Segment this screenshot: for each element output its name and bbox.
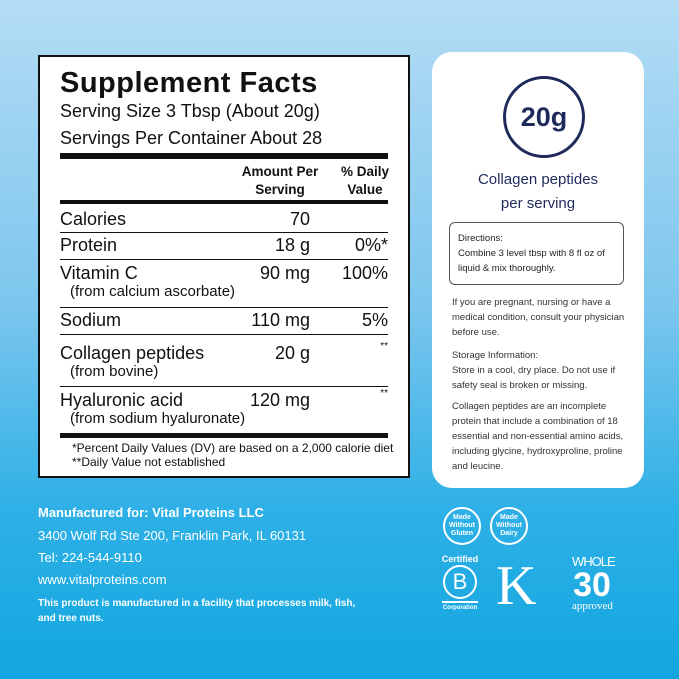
info-card: 20g Collagen peptides per serving Directi… [432, 52, 644, 488]
collagen-amount-badge: 20g [503, 76, 585, 158]
directions-box: Directions: Combine 3 level tbsp with 8 f… [449, 222, 624, 285]
warning-text: If you are pregnant, nursing or have a m… [452, 297, 625, 338]
divider [60, 200, 388, 204]
manufacturer: Manufactured for: Vital Proteins LLC [38, 505, 264, 520]
b-corp-logo: Certified B Corporation [441, 554, 479, 611]
facts-title: Supplement Facts [60, 67, 318, 99]
footnote: **Daily Value not established [72, 455, 226, 469]
footnote: *Percent Daily Values (DV) are based on … [72, 441, 394, 455]
phone: Tel: 224-544-9110 [38, 550, 142, 565]
divider [60, 433, 388, 438]
divider [60, 153, 388, 159]
whole30-logo: WHOLE 30 approved [572, 554, 616, 612]
storage-text: Store in a cool, dry place. Do not use i… [452, 365, 616, 391]
gluten-free-badge: Made Without Gluten [443, 507, 481, 545]
storage-title: Storage Information: [452, 350, 539, 361]
header-amount: Amount Per Serving [241, 164, 319, 197]
website-link[interactable]: www.vitalproteins.com [38, 572, 167, 587]
kosher-logo: K [496, 555, 537, 617]
allergen-note: This product is manufactured in a facili… [38, 598, 356, 624]
collagen-label: Collagen peptides [477, 171, 599, 188]
servings-per-container: Servings Per Container About 28 [60, 128, 323, 148]
dairy-free-badge: Made Without Dairy [490, 507, 528, 545]
serving-size: Serving Size 3 Tbsp (About 20g) [60, 101, 320, 121]
supplement-facts-panel: Supplement Facts Serving Size 3 Tbsp (Ab… [38, 55, 410, 478]
header-dv: % Daily Value [340, 164, 390, 197]
info-text: Collagen peptides are an incomplete prot… [452, 401, 624, 472]
collagen-label-sub: per serving [500, 195, 576, 212]
address: 3400 Wolf Rd Ste 200, Franklin Park, IL … [38, 528, 307, 543]
